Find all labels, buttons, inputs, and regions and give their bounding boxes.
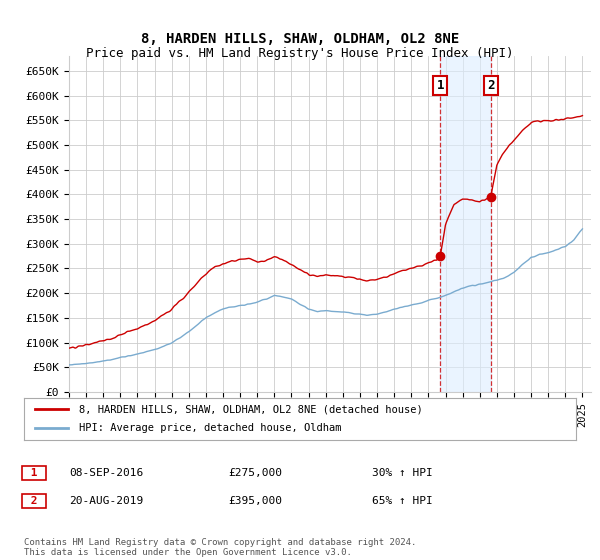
- Text: 8, HARDEN HILLS, SHAW, OLDHAM, OL2 8NE (detached house): 8, HARDEN HILLS, SHAW, OLDHAM, OL2 8NE (…: [79, 404, 423, 414]
- Text: 2: 2: [24, 496, 44, 506]
- Text: Price paid vs. HM Land Registry's House Price Index (HPI): Price paid vs. HM Land Registry's House …: [86, 46, 514, 60]
- Text: Contains HM Land Registry data © Crown copyright and database right 2024.
This d: Contains HM Land Registry data © Crown c…: [24, 538, 416, 557]
- Text: 20-AUG-2019: 20-AUG-2019: [69, 496, 143, 506]
- Text: 65% ↑ HPI: 65% ↑ HPI: [372, 496, 433, 506]
- Text: 1: 1: [24, 468, 44, 478]
- Text: 2: 2: [487, 79, 494, 92]
- Text: 8, HARDEN HILLS, SHAW, OLDHAM, OL2 8NE: 8, HARDEN HILLS, SHAW, OLDHAM, OL2 8NE: [141, 32, 459, 46]
- Text: 30% ↑ HPI: 30% ↑ HPI: [372, 468, 433, 478]
- Text: £275,000: £275,000: [228, 468, 282, 478]
- Text: HPI: Average price, detached house, Oldham: HPI: Average price, detached house, Oldh…: [79, 423, 342, 433]
- Text: 08-SEP-2016: 08-SEP-2016: [69, 468, 143, 478]
- Text: £395,000: £395,000: [228, 496, 282, 506]
- Bar: [440, 56, 491, 392]
- Text: 1: 1: [436, 79, 444, 92]
